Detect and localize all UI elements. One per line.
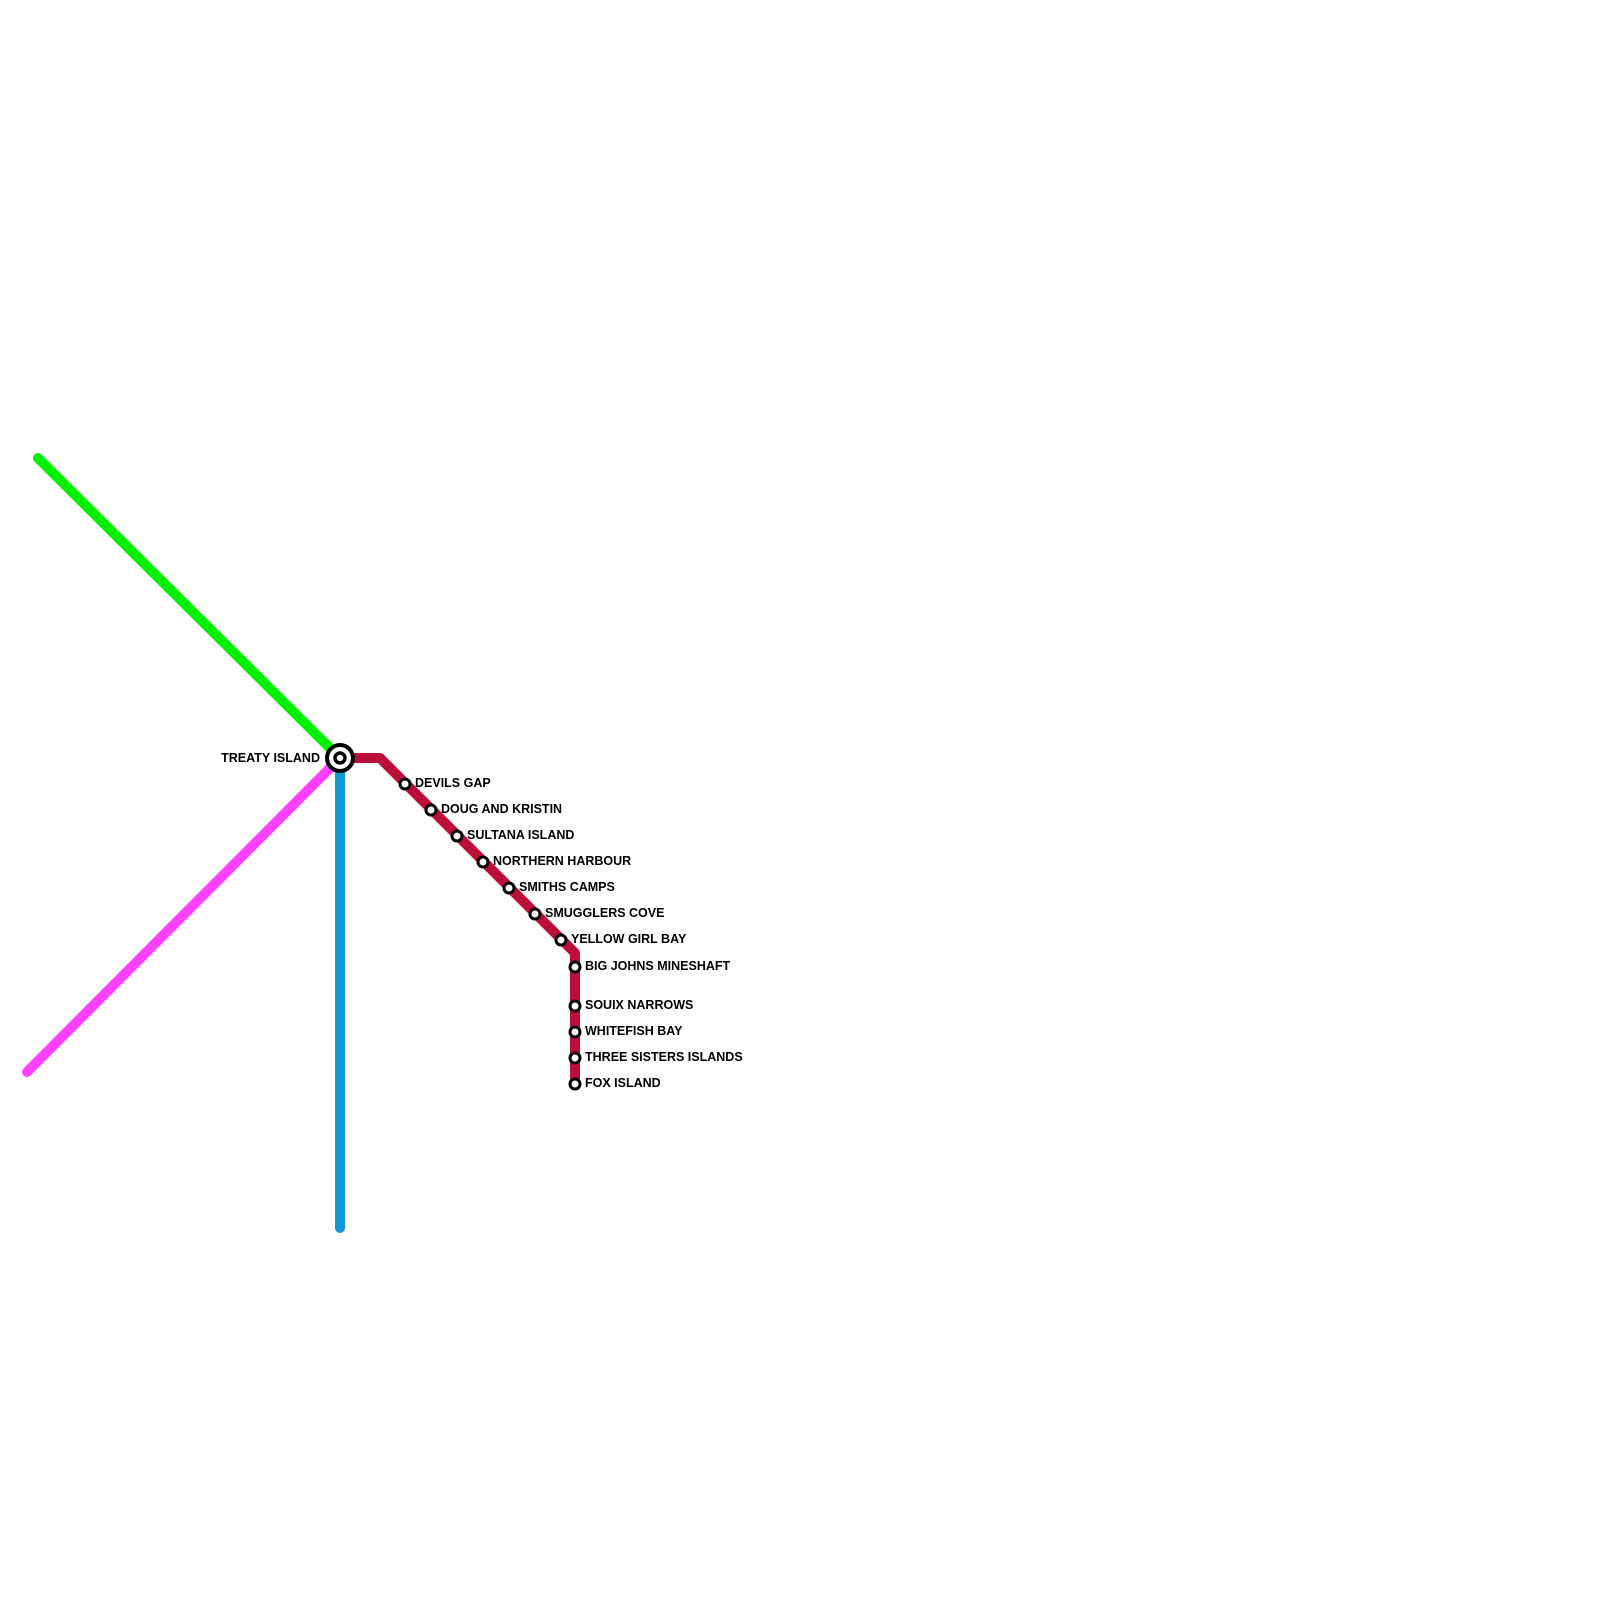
interchange-treaty-island[interactable]: TREATY ISLAND [221,743,355,773]
lines-layer [22,453,580,1233]
station-label: YELLOW GIRL BAY [571,932,687,946]
station-label: DEVILS GAP [415,776,491,790]
station-label: SULTANA ISLAND [467,828,574,842]
station-marker [450,829,464,843]
station-marker [568,1077,582,1091]
station[interactable]: DOUG AND KRISTIN [424,802,562,817]
station[interactable]: NORTHERN HARBOUR [476,854,631,869]
station[interactable]: SULTANA ISLAND [450,828,574,843]
station[interactable]: SMUGGLERS COVE [528,906,664,921]
line-green[interactable] [33,453,345,763]
station-marker [398,777,412,791]
station[interactable]: SOUIX NARROWS [568,998,693,1013]
station[interactable]: BIG JOHNS MINESHAFT [568,959,731,974]
station-label: SMITHS CAMPS [519,880,615,894]
station-marker [568,1025,582,1039]
station[interactable]: YELLOW GIRL BAY [554,932,687,947]
station-marker [476,855,490,869]
station-label: THREE SISTERS ISLANDS [585,1050,743,1064]
station-marker [554,933,568,947]
station-marker [568,960,582,974]
station[interactable]: FOX ISLAND [568,1076,661,1091]
station[interactable]: WHITEFISH BAY [568,1024,683,1039]
station[interactable]: DEVILS GAP [398,776,491,791]
station[interactable]: SMITHS CAMPS [502,880,615,895]
line-red[interactable] [335,753,580,1090]
interchange-inner-ring [333,751,347,765]
station-marker [528,907,542,921]
station-marker [424,803,438,817]
station-label-treaty-island: TREATY ISLAND [221,751,320,765]
station-label: BIG JOHNS MINESHAFT [585,959,731,973]
station-label: SMUGGLERS COVE [545,906,664,920]
station-label: SOUIX NARROWS [585,998,693,1012]
station-marker [568,1051,582,1065]
station-label: NORTHERN HARBOUR [493,854,631,868]
line-magenta[interactable] [22,753,345,1077]
station[interactable]: THREE SISTERS ISLANDS [568,1050,743,1065]
station-label: FOX ISLAND [585,1076,661,1090]
station-marker [502,881,516,895]
station-marker [568,999,582,1013]
stations-layer: DEVILS GAP DOUG AND KRISTIN SULTANA ISLAND… [398,776,743,1091]
station-label: DOUG AND KRISTIN [441,802,562,816]
station-label: WHITEFISH BAY [585,1024,683,1038]
